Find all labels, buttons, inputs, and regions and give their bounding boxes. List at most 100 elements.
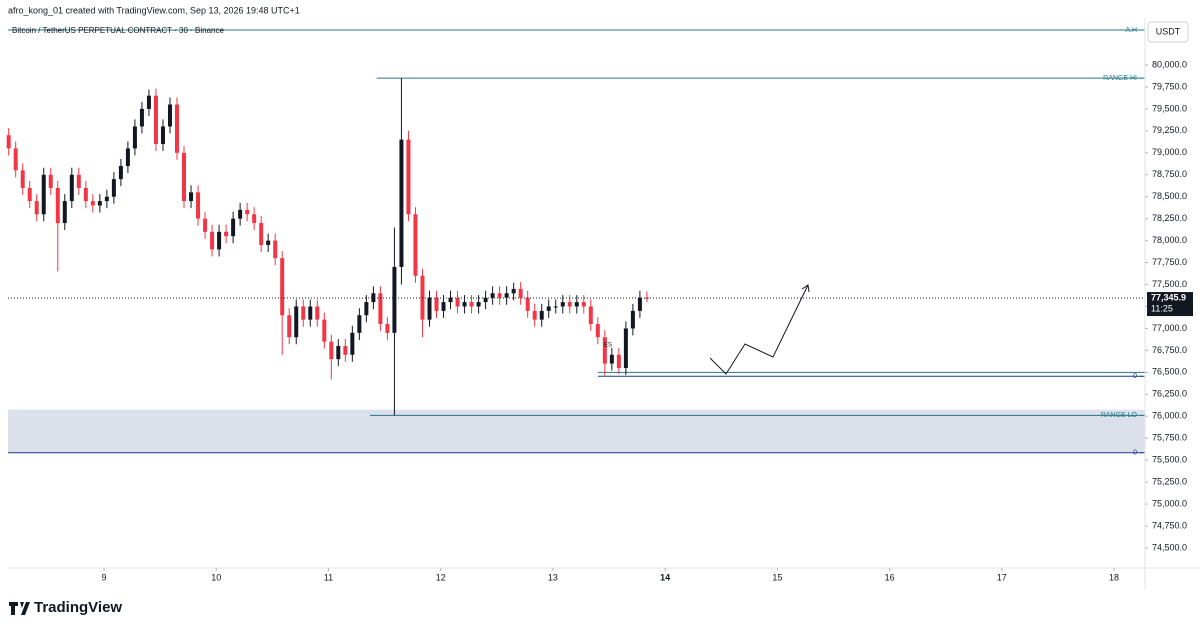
candle-body (6, 135, 11, 149)
candle-body (153, 95, 158, 145)
plot (8, 29, 1145, 454)
candle-body (350, 332, 355, 355)
candle-body (602, 337, 607, 364)
candle-body (574, 302, 579, 307)
candle-body (553, 306, 558, 308)
y-tick-label: 78,750.0 (1152, 169, 1187, 179)
y-tick-label: 75,500.0 (1152, 455, 1187, 465)
last-price-label: 77,345.9 (1151, 292, 1186, 302)
y-tick-label: 75,000.0 (1152, 498, 1187, 508)
y-tick-label: 80,000.0 (1152, 59, 1187, 69)
candle-body (48, 174, 53, 188)
logo-text: TradingView (34, 599, 122, 616)
candle-body (13, 148, 18, 171)
y-tick-label: 79,000.0 (1152, 147, 1187, 157)
candle-body (27, 187, 32, 202)
candle-body (90, 201, 95, 206)
candle-body (69, 174, 74, 202)
candle-body (34, 201, 39, 215)
candle-body (427, 297, 432, 320)
candle-body (231, 218, 236, 237)
candle-body (623, 328, 628, 368)
candle-body (455, 297, 460, 307)
candle-body (294, 306, 299, 338)
y-tick-label: 75,250.0 (1152, 476, 1187, 486)
candle-body (118, 165, 123, 180)
candle-body (343, 345, 348, 355)
candle-body (357, 315, 362, 333)
candle-body (392, 266, 397, 333)
candle-body (364, 302, 369, 316)
x-tick-label: 10 (211, 572, 221, 582)
candle-body (83, 187, 88, 202)
candle-body (441, 302, 446, 311)
candle-body (581, 302, 586, 307)
range-zone (8, 409, 1145, 453)
line-label: 0 (1133, 373, 1137, 380)
candle-body (125, 148, 130, 166)
candle-body (104, 196, 109, 202)
candle-body (434, 297, 439, 311)
candle-body (371, 293, 376, 303)
candle-body (413, 214, 418, 276)
candle-body (217, 231, 222, 250)
candle-body (160, 126, 165, 145)
currency: USDT (1156, 26, 1181, 36)
candle-body (139, 108, 144, 127)
candle-body (97, 201, 102, 206)
candle-body (637, 297, 642, 311)
candle-body (462, 302, 467, 307)
candle-body (245, 209, 250, 215)
y-tick-label: 79,750.0 (1152, 81, 1187, 91)
candle-body (378, 293, 383, 325)
candle-body (476, 302, 481, 307)
candle-body (41, 174, 46, 215)
y-tick-label: 76,250.0 (1152, 389, 1187, 399)
candle-body (588, 306, 593, 325)
candle-body (167, 104, 172, 127)
candle-body (146, 95, 151, 109)
x-tick-label: 15 (772, 572, 782, 582)
candle-body (210, 231, 215, 250)
candle-body (490, 293, 495, 298)
candle-body (630, 310, 635, 329)
x-tick-label: 12 (436, 572, 446, 582)
y-tick-label: 77,000.0 (1152, 323, 1187, 333)
candle-body (55, 187, 60, 224)
candle-body (469, 302, 474, 307)
candle-body (76, 174, 81, 188)
candle-body (189, 192, 194, 202)
x-tick-label: 9 (102, 572, 107, 582)
candle-body (203, 218, 208, 232)
y-tick-label: 74,500.0 (1152, 542, 1187, 552)
annotation: ES (604, 343, 612, 349)
candle-body (546, 306, 551, 311)
candle-body (238, 209, 243, 219)
y-tick-label: 77,750.0 (1152, 257, 1187, 267)
y-tick-label: 76,000.0 (1152, 411, 1187, 421)
candle-body (567, 302, 572, 307)
candle-body (539, 310, 544, 320)
header: afro_kong_01 created with TradingView.co… (8, 5, 300, 15)
y-tick-label: 78,500.0 (1152, 191, 1187, 201)
chart-title: Bitcoin / TetherUS PERPETUAL CONTRACT · … (12, 26, 224, 35)
logo-icon (9, 602, 30, 615)
projection-drawing (709, 284, 809, 375)
x-tick-label: 16 (885, 572, 895, 582)
candle-body (111, 179, 116, 197)
y-tick-label: 78,250.0 (1152, 213, 1187, 223)
countdown: 11:25 (1151, 303, 1173, 313)
candle-body (280, 258, 285, 316)
candle-body (287, 315, 292, 338)
y-tick-label: 76,750.0 (1152, 345, 1187, 355)
y-tick-label: 77,500.0 (1152, 279, 1187, 289)
candle-body (266, 240, 271, 246)
x-tick-label: 17 (997, 572, 1007, 582)
candle-body (609, 354, 614, 364)
candle-body (406, 139, 411, 215)
y-tick-label: 78,000.0 (1152, 235, 1187, 245)
candle-body (224, 231, 229, 237)
candle-body (252, 214, 257, 224)
